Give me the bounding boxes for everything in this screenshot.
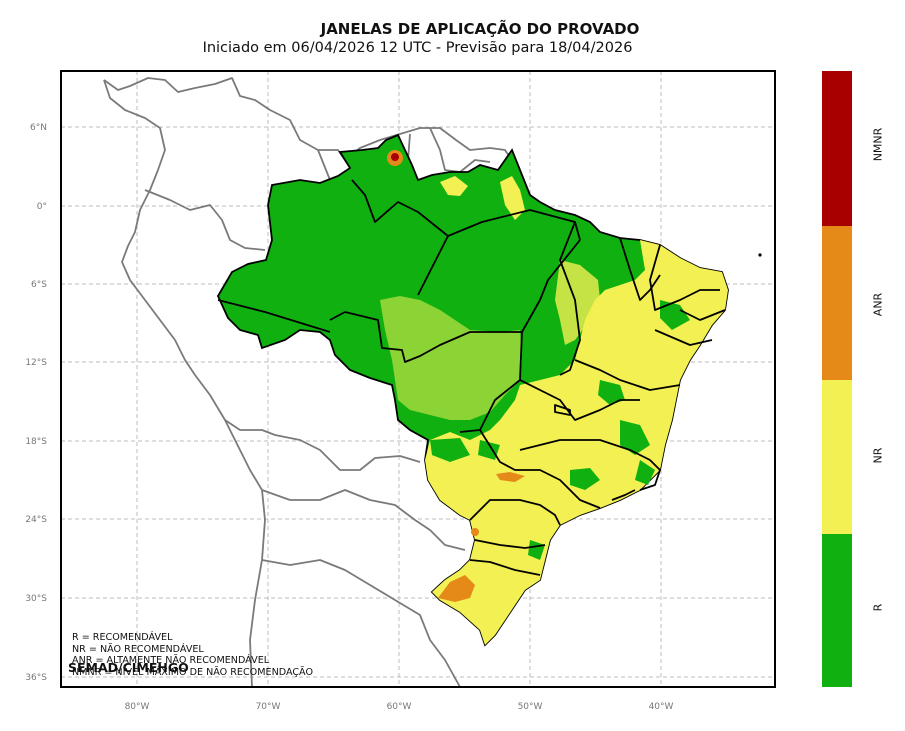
colorbar-label-anr: ANR [871,292,885,317]
nr-east-south [425,240,728,645]
r-patches [430,300,690,560]
lat-tick-labels: 6°N 0° 6°S 12°S 18°S 24°S 30°S 36°S [25,123,47,683]
lat-tick: 6°N [30,123,47,133]
border-go-mg [519,379,640,421]
r-patch-3 [570,468,600,490]
lon-tick: 50°W [518,702,543,712]
colorbar-swatch-nr [822,380,852,534]
border-pa-ap [447,209,581,241]
lon-tick: 70°W [256,702,281,712]
border-pe-al [654,329,713,346]
border-pb [679,309,726,321]
legend-line-nmnr: NMNR = NÍVEL MÁXIMO DE NÃO RECOMENDAÇÃO [72,666,314,678]
border-to-ma [559,221,581,376]
credit-label: SEMAD/CIMEHGO [68,660,189,675]
r-patch-1 [598,380,625,405]
category-legend: R = RECOMENDÁVEL NR = NÃO RECOMENDÁVEL A… [72,632,313,678]
legend-line-r: R = RECOMENDÁVEL [72,632,173,643]
r-patch-2 [620,420,650,455]
border-sc-rs [469,559,541,576]
border-mt-go [459,331,523,433]
border-ms-sp [479,429,601,509]
border-ac-am [217,299,331,333]
border-df [554,404,571,416]
legend-line-nr: NR = NÃO RECOMENDÁVEL [72,643,204,655]
lon-tick: 60°W [387,702,412,712]
border-rj [611,489,636,501]
nr-mt-patches [380,296,522,420]
colorbar-label-nr: NR [871,447,885,464]
map-frame [60,70,776,688]
r-patch-7 [430,438,470,462]
legend-line-anr: ANR = ALTAMENTE NÃO RECOMENDÁVEL [72,655,270,666]
island-dot [758,253,762,257]
colorbar-label-nmnr: NMNR [871,127,885,162]
state-borders [217,179,726,576]
lat-tick: 12°S [25,358,47,368]
anr-pr-spot [471,528,479,536]
lon-tick-labels: 80°W 70°W 60°W 50°W 40°W [125,702,674,712]
lon-tick: 40°W [649,702,674,712]
map-title: JANELAS DE APLICAÇÃO DO PROVADO [320,20,640,38]
r-patch-8 [660,300,690,330]
border-es [639,459,661,491]
lat-tick: 36°S [25,673,47,683]
colorbar-swatch-nmnr [822,71,852,226]
colorbar [822,71,852,687]
border-pa-to [521,239,581,333]
anr-ms-south [496,472,525,482]
lon-tick: 80°W [125,702,150,712]
border-ro-mt [329,311,522,363]
nr-regions [380,176,728,645]
lat-tick: 0° [37,202,47,212]
border-sp-pr [469,499,561,526]
colorbar-label-r: R [871,603,885,612]
border-mg-sp [519,439,651,461]
nr-ap-patch [500,176,525,220]
lat-tick: 30°S [25,594,47,604]
border-ma-pi [619,237,661,301]
r-patch-4 [635,460,655,485]
r-patch-5 [478,440,500,460]
map-subtitle: Iniciado em 06/04/2026 12 UTC - Previsão… [202,40,633,56]
anr-rs-west [438,575,475,602]
border-pr-sc [474,539,546,549]
border-ce-rn [649,244,720,311]
nr-pa-patch [440,176,468,196]
nr-to-patch [555,260,600,345]
colorbar-swatch-anr [822,226,852,380]
colorbar-swatch-r [822,534,852,687]
nmnr-rr-spot [391,153,399,161]
lat-tick: 18°S [25,437,47,447]
border-ba [574,359,681,391]
lat-tick: 24°S [25,515,47,525]
lat-tick: 6°S [31,280,47,290]
